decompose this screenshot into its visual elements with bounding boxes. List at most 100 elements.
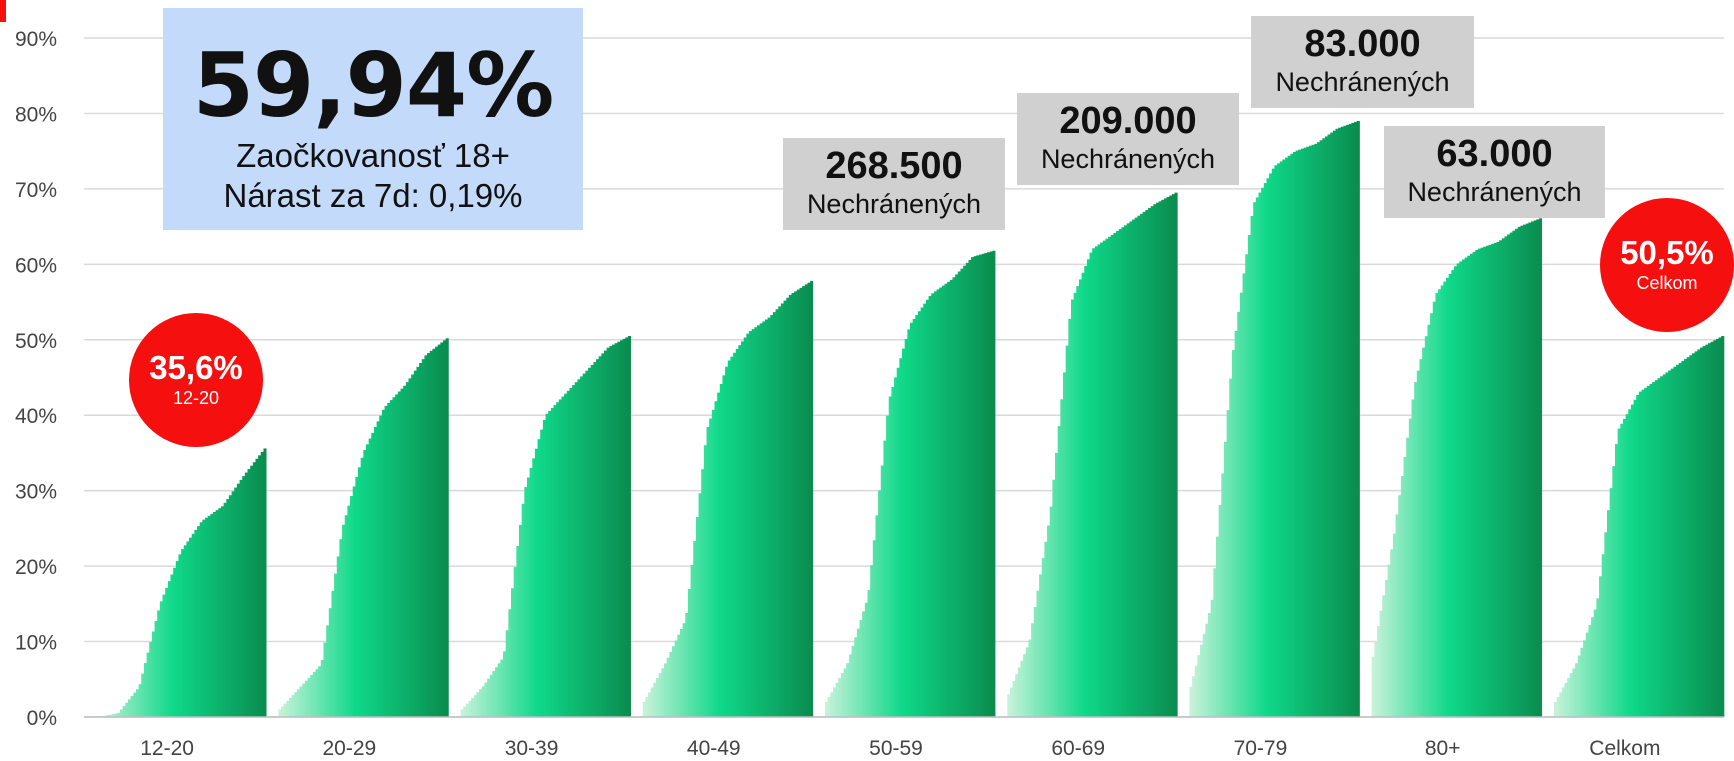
bar — [1078, 279, 1082, 717]
bar — [899, 358, 903, 717]
bar — [1483, 246, 1487, 718]
bar — [1266, 178, 1270, 718]
bar — [1694, 351, 1698, 717]
bar — [1319, 140, 1323, 717]
bar — [558, 399, 562, 717]
bar — [489, 674, 493, 717]
bar — [664, 663, 668, 717]
bar — [112, 714, 116, 717]
bar — [1189, 686, 1193, 717]
bar — [125, 702, 129, 717]
bar — [443, 340, 447, 717]
bar — [807, 282, 811, 717]
bar — [1210, 599, 1214, 717]
bar — [1707, 343, 1712, 717]
bar — [548, 410, 552, 717]
bar — [947, 281, 951, 717]
bar — [1340, 126, 1344, 718]
bar — [1536, 219, 1540, 717]
bar — [1662, 374, 1666, 717]
bar — [992, 250, 996, 717]
bar — [283, 703, 287, 717]
bar — [1158, 201, 1162, 717]
bar — [840, 673, 844, 717]
bar — [350, 496, 354, 717]
callout-70-79: 83.000 Nechránených — [1251, 16, 1474, 108]
bar — [1092, 248, 1096, 718]
bar — [1596, 598, 1600, 717]
bar — [1110, 234, 1114, 717]
bar — [810, 280, 814, 717]
bar — [352, 486, 356, 717]
bar — [197, 526, 201, 717]
bar — [1068, 318, 1072, 717]
bar — [754, 327, 758, 717]
bar — [835, 682, 839, 717]
bar — [585, 370, 589, 717]
bar — [931, 293, 935, 717]
bar — [1126, 223, 1130, 717]
bar — [1430, 313, 1434, 717]
bar — [1308, 145, 1313, 717]
bar — [603, 350, 608, 717]
bar — [1338, 127, 1342, 717]
bar — [1097, 244, 1101, 717]
bar — [419, 363, 423, 717]
bar — [1435, 293, 1439, 717]
bar — [1285, 157, 1289, 717]
bar — [167, 581, 171, 717]
bar — [1060, 399, 1064, 717]
bar — [463, 706, 467, 717]
bar — [1346, 124, 1350, 717]
bar — [529, 467, 533, 717]
bar — [1644, 387, 1648, 717]
bar — [365, 444, 370, 717]
bar — [1047, 525, 1051, 717]
bar — [1314, 143, 1318, 718]
bar — [1553, 701, 1557, 717]
bar — [1622, 418, 1627, 717]
bar — [979, 254, 983, 717]
bar — [598, 356, 602, 717]
bar — [154, 620, 158, 717]
bar — [1041, 558, 1045, 717]
bar — [987, 252, 991, 718]
y-tick-label: 80% — [15, 103, 57, 126]
bar — [1422, 347, 1426, 717]
bar — [1376, 625, 1381, 717]
bar — [1461, 259, 1466, 717]
bar — [202, 519, 206, 717]
callout-50-59: 268.500 Nechránených — [783, 138, 1005, 230]
bar — [220, 506, 225, 717]
bar — [714, 401, 718, 717]
bar — [288, 697, 293, 717]
bar — [625, 337, 629, 717]
bar — [371, 432, 375, 717]
bar — [1242, 273, 1246, 717]
bar — [242, 476, 246, 717]
bar — [561, 396, 565, 717]
bar — [347, 505, 351, 717]
bar — [387, 403, 391, 717]
bar — [471, 697, 475, 717]
bar — [1134, 217, 1138, 717]
headline-box: 59,94% Zaočkovanosť 18+ Nárast za 7d: 0,… — [163, 8, 583, 230]
bar — [205, 517, 209, 717]
bar — [1564, 682, 1568, 717]
bar — [1456, 263, 1460, 717]
bar — [722, 375, 726, 717]
bar — [1633, 399, 1637, 717]
bar — [1408, 418, 1412, 717]
bar — [178, 554, 182, 717]
bar — [1531, 221, 1535, 717]
bar — [1007, 694, 1011, 717]
bar — [1501, 238, 1505, 717]
bar — [1293, 151, 1297, 717]
bar — [231, 491, 235, 717]
bar — [1166, 196, 1170, 718]
x-tick-label: 80+ — [1425, 737, 1461, 760]
bar — [566, 390, 570, 717]
bar — [468, 700, 472, 717]
bar — [672, 646, 676, 717]
bar — [1197, 655, 1201, 717]
